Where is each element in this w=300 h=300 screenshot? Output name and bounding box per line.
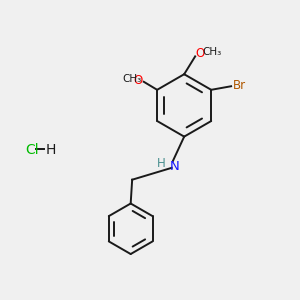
- Text: CH₃: CH₃: [122, 74, 142, 83]
- Text: Br: Br: [232, 79, 246, 92]
- Text: O: O: [196, 47, 205, 61]
- Text: N: N: [169, 160, 179, 173]
- Text: CH₃: CH₃: [202, 46, 221, 57]
- Text: O: O: [134, 74, 143, 87]
- Text: Cl: Cl: [25, 143, 39, 157]
- Text: H: H: [45, 143, 56, 157]
- Text: H: H: [157, 158, 166, 170]
